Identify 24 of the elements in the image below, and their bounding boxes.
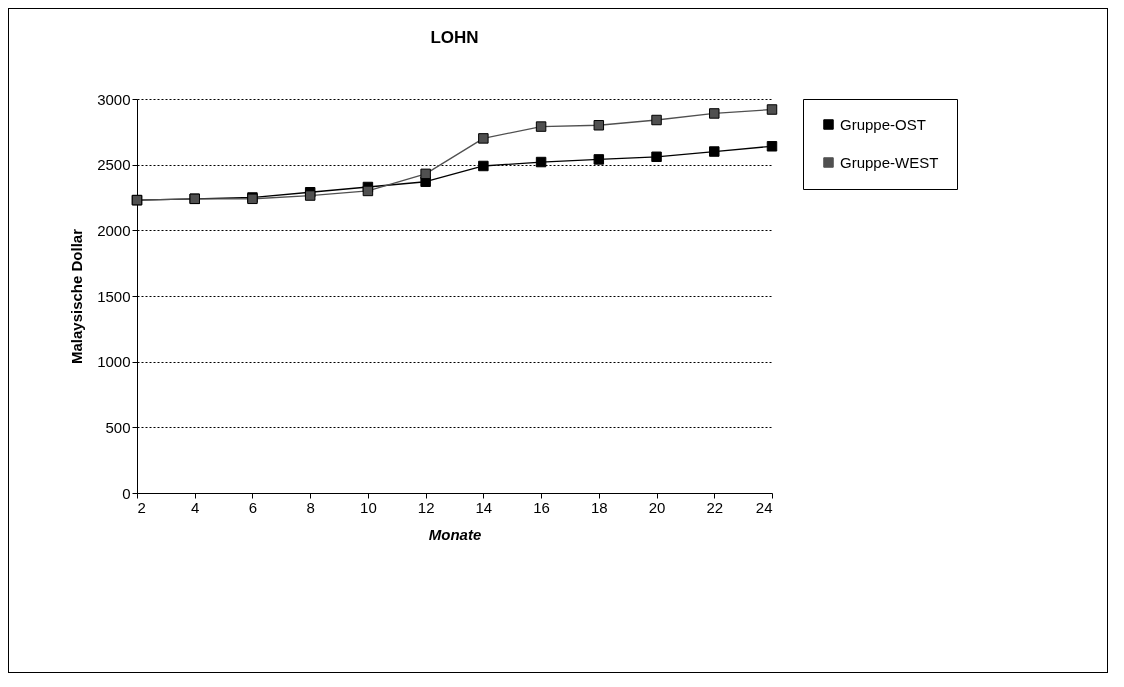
- chart-title: LOHN: [430, 28, 479, 47]
- x-axis-title: Monate: [428, 525, 482, 543]
- legend-label: Gruppe-OST: [840, 115, 926, 133]
- y-axis-title: Malaysische Dollar: [68, 228, 86, 365]
- x-tick-label: 10: [360, 498, 377, 516]
- y-tick-label: 0: [122, 484, 131, 502]
- x-tick-label: 22: [706, 498, 724, 516]
- x-tick-label: 16: [533, 498, 550, 516]
- y-tick-label: 1000: [97, 353, 131, 371]
- x-tick-label: 20: [648, 498, 666, 516]
- x-tick-label: 24: [755, 498, 773, 516]
- y-tick-label: 3000: [97, 90, 131, 108]
- x-tick-label: 2: [137, 498, 146, 516]
- y-tick-label: 2500: [97, 156, 131, 174]
- y-tick-label: 2000: [97, 221, 131, 239]
- y-tick-label: 500: [105, 418, 131, 436]
- x-tick-label: 6: [248, 498, 258, 516]
- y-tick-label: 1500: [97, 287, 131, 305]
- x-tick-label: 14: [475, 498, 493, 516]
- x-tick-label: 8: [306, 498, 315, 516]
- legend-label: Gruppe-WEST: [840, 153, 939, 171]
- x-tick-label: 18: [590, 498, 608, 516]
- x-tick-label: 4: [191, 498, 200, 516]
- x-tick-label: 12: [417, 498, 435, 516]
